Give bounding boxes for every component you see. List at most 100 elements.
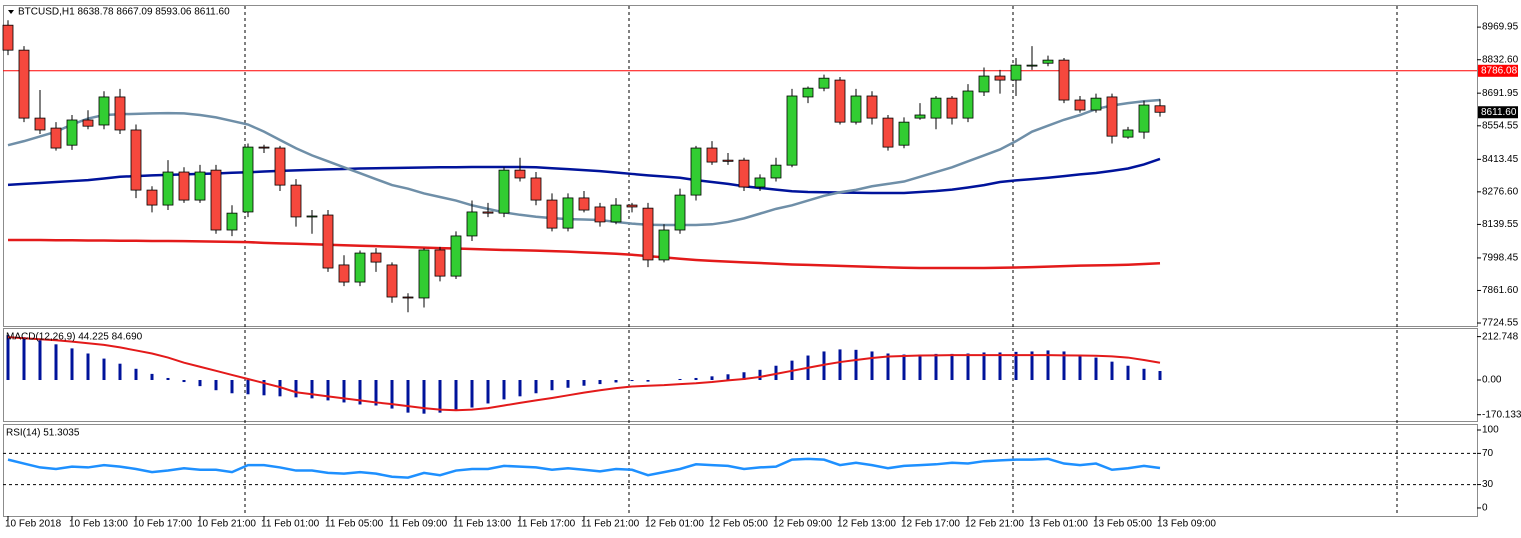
candle-body <box>290 184 302 218</box>
macd-bar <box>134 368 138 381</box>
macd-bar <box>630 380 634 382</box>
candle-body <box>770 164 782 179</box>
x-tick-label: 12 Feb 13:00 <box>837 519 896 530</box>
candle-body <box>1042 59 1054 64</box>
candle-body <box>930 97 942 119</box>
candle-body <box>274 147 286 186</box>
macd-bar <box>614 380 618 383</box>
x-tick-label: 11 Feb 21:00 <box>581 519 640 530</box>
candle-body <box>354 252 366 283</box>
candle-body <box>34 117 46 131</box>
candle-body <box>178 171 190 201</box>
macd-title: MACD(12,26,9) 44.225 84.690 <box>6 332 143 343</box>
y-tick-label: 8139.55 <box>1482 219 1519 230</box>
macd-bar <box>918 354 922 381</box>
candle-body <box>226 212 238 231</box>
candle-body <box>466 211 478 237</box>
macd-bar <box>854 349 858 381</box>
y-tick-label: 8276.60 <box>1482 186 1519 197</box>
macd-bar <box>422 380 426 414</box>
macd-bar <box>358 380 362 405</box>
macd-bar <box>774 365 778 381</box>
x-tick-label: 10 Feb 21:00 <box>197 519 256 530</box>
y-tick-label: 30 <box>1482 479 1494 490</box>
candle-body <box>626 204 638 208</box>
candle-body <box>594 206 606 223</box>
candle-body <box>1058 59 1070 101</box>
macd-bar <box>726 374 730 381</box>
candle-body <box>50 127 62 149</box>
macd-bar <box>470 380 474 408</box>
plot-layer <box>2 6 1477 516</box>
candle-body <box>530 177 542 201</box>
y-tick-label: 8413.45 <box>1482 154 1519 165</box>
x-tick-label: 11 Feb 13:00 <box>453 519 512 530</box>
macd-bar <box>310 380 314 399</box>
candle-body <box>706 147 718 163</box>
x-tick-label: 12 Feb 05:00 <box>709 519 768 530</box>
macd-bar <box>518 380 522 397</box>
x-tick-label: 13 Feb 09:00 <box>1157 519 1216 530</box>
macd-bar <box>838 349 842 381</box>
candle-body <box>738 159 750 188</box>
macd-bar <box>598 380 602 385</box>
macd-bar <box>998 352 1002 381</box>
rsi-line <box>7 457 1161 479</box>
macd-bar <box>886 353 890 381</box>
macd-bar <box>102 358 106 381</box>
candle-body <box>18 49 30 119</box>
y-tick-label: 7998.45 <box>1482 253 1519 264</box>
y-tick-label: 0 <box>1482 503 1488 514</box>
macd-bar <box>870 351 874 381</box>
rsi-title: RSI(14) 51.3035 <box>6 428 80 439</box>
x-tick-label: 10 Feb 2018 <box>5 519 62 530</box>
candle-body <box>898 121 910 146</box>
macd-bar <box>902 354 906 381</box>
macd-bar <box>374 380 378 406</box>
y-tick-label: 0.00 <box>1482 375 1502 386</box>
macd-bar <box>454 380 458 411</box>
macd-bar <box>150 373 154 381</box>
candle-body <box>674 194 686 231</box>
macd-bar <box>438 380 442 413</box>
last-price-label: 8611.60 <box>1481 107 1517 118</box>
candle-body <box>642 207 654 261</box>
last-price-box <box>1478 106 1518 119</box>
candle-body <box>210 169 222 231</box>
level-box <box>1478 64 1518 77</box>
macd-bar <box>582 380 586 386</box>
moving-average <box>7 98 1161 227</box>
macd-bar <box>566 380 570 388</box>
candle-body <box>258 146 270 149</box>
candle-body <box>98 96 110 126</box>
candle-body <box>866 95 878 119</box>
macd-bar <box>54 344 58 381</box>
x-tick-label: 10 Feb 17:00 <box>133 519 192 530</box>
price-panel <box>3 5 1478 327</box>
x-tick-label: 12 Feb 21:00 <box>965 519 1024 530</box>
macd-bar <box>6 335 10 381</box>
candle-body <box>130 129 142 191</box>
candle-body <box>658 229 670 261</box>
candle-body <box>242 146 254 213</box>
macd-bar <box>342 380 346 403</box>
candle-body <box>1090 97 1102 111</box>
macd-bar <box>1046 350 1050 381</box>
macd-bar <box>502 380 506 400</box>
macd-bar <box>950 353 954 381</box>
macd-bar <box>982 352 986 381</box>
macd-bar <box>246 380 250 395</box>
macd-bar <box>758 369 762 381</box>
candle-body <box>2 24 14 51</box>
candle-body <box>82 119 94 127</box>
candle-body <box>162 171 174 206</box>
level-label: 8786.08 <box>1481 65 1518 76</box>
candle-body <box>786 95 798 166</box>
macd-bar <box>822 351 826 381</box>
candle-body <box>1106 96 1118 137</box>
macd-signal <box>7 336 1161 412</box>
macd-bar <box>534 380 538 394</box>
macd-bar <box>1110 361 1114 381</box>
macd-bar <box>486 380 490 404</box>
